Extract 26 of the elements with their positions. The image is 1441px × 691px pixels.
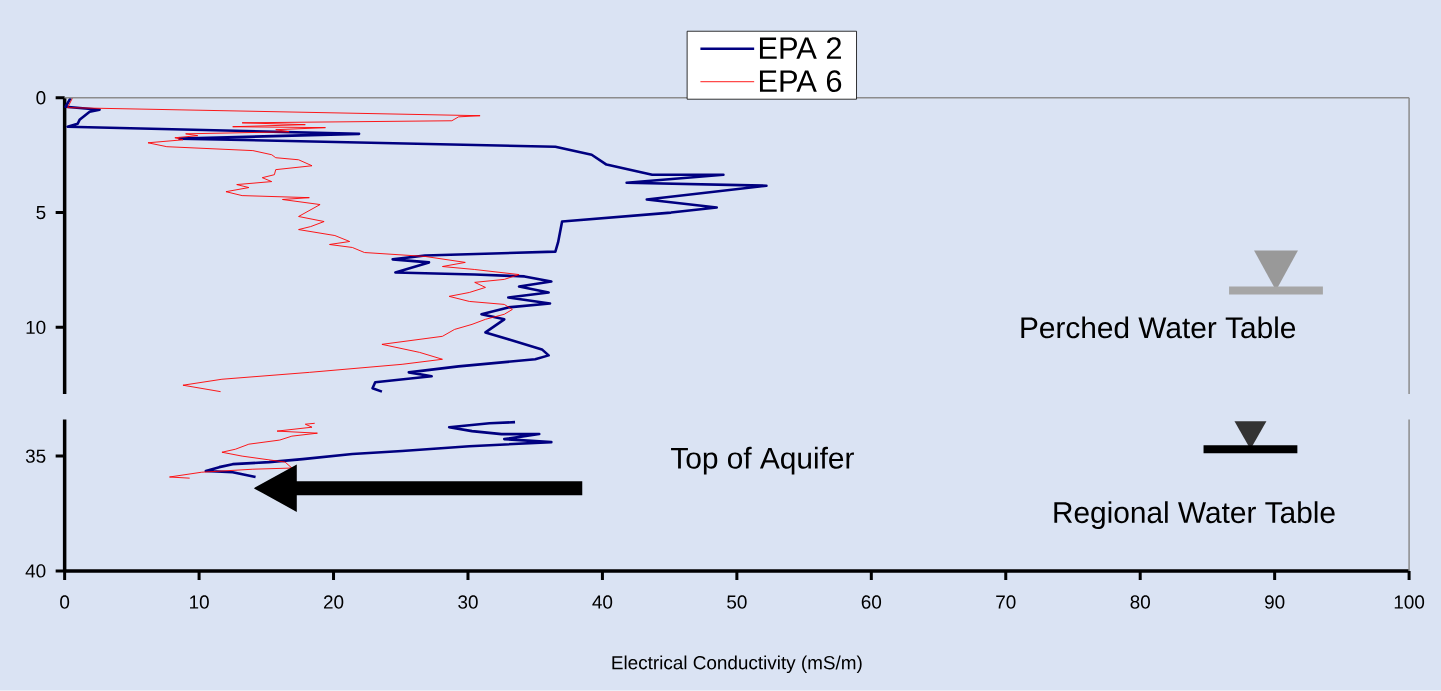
annotation: Regional Water Table [1054,501,1335,530]
annotation: Top of Aquifer [671,446,854,475]
annotation: Perched Water Table [1021,316,1296,339]
x-tick-label: 10 [190,595,209,609]
x-tick-label: 30 [458,595,478,609]
x-tick-label: 90 [1265,595,1285,609]
x-tick-label: 40 [592,595,613,609]
x-tick-label: 20 [323,595,344,609]
x-tick-label: 50 [727,595,747,609]
x-tick-label: 100 [1394,595,1425,609]
line-series [64,96,768,394]
legend-label: EPA 2 [759,37,841,59]
y-tick-label: 40 [25,564,46,578]
y-tick-label: 35 [25,449,46,463]
x-tick-label: 0 [60,595,70,609]
x-tick-label: 60 [861,595,882,609]
line-series [204,421,553,479]
y-tick-label: 5 [36,206,46,220]
x-tick-label: 80 [1130,595,1150,609]
line-series [169,423,318,479]
y-tick-label: 0 [36,91,46,105]
legend-label: EPA 6 [759,70,842,93]
line-series [67,97,520,393]
x-axis-title: Electrical Conductivity (mS/m) [612,655,862,674]
x-tick-label: 70 [996,595,1016,609]
y-tick-label: 10 [26,320,46,335]
